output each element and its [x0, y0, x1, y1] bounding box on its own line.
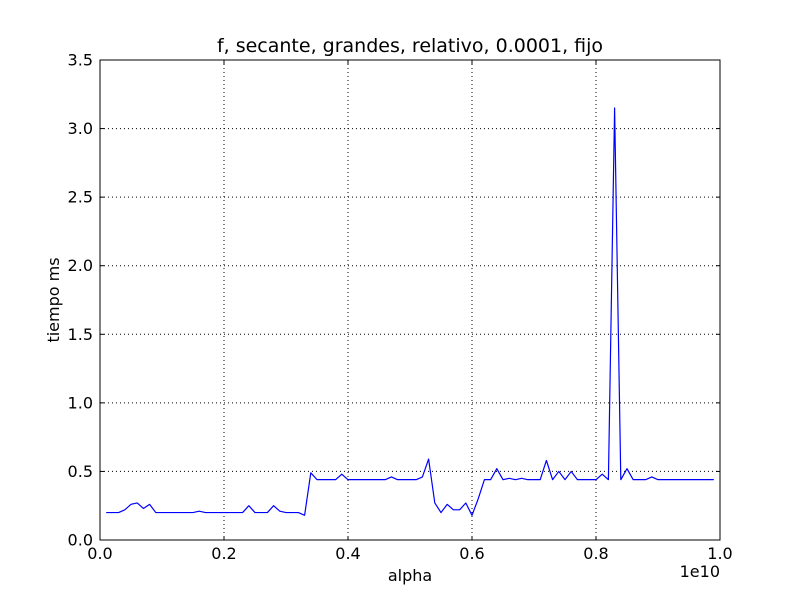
- y-tick-label: 3.5: [68, 51, 93, 70]
- axis-ticks: [99, 59, 721, 541]
- y-tick-label: 2.0: [68, 256, 93, 275]
- x-tick-label: 0.2: [211, 544, 236, 563]
- plot-frame: [99, 59, 721, 541]
- x-tick-label: 0.0: [87, 544, 112, 563]
- chart-title: f, secante, grandes, relativo, 0.0001, f…: [217, 35, 603, 57]
- y-tick-labels: 0.0 0.5 1.0 1.5 2.0 2.5 3.0 3.5: [68, 51, 93, 550]
- x-tick-label: 1.0: [707, 544, 732, 563]
- series-line: [106, 107, 714, 516]
- x-axis-offset-label: 1e10: [680, 562, 720, 581]
- x-tick-label: 0.6: [459, 544, 484, 563]
- y-tick-label: 0.0: [68, 531, 93, 550]
- x-axis-label: alpha: [388, 566, 432, 585]
- y-axis-label: tiempo ms: [44, 257, 63, 342]
- y-tick-label: 2.5: [68, 188, 93, 207]
- y-tick-label: 3.0: [68, 119, 93, 138]
- x-tick-label: 0.4: [335, 544, 360, 563]
- x-tick-labels: 0.0 0.2 0.4 0.6 0.8 1.0: [87, 544, 732, 563]
- y-tick-label: 0.5: [68, 462, 93, 481]
- grid-lines: [100, 60, 720, 540]
- y-tick-label: 1.0: [68, 393, 93, 412]
- y-tick-label: 1.5: [68, 325, 93, 344]
- series-group: [106, 107, 714, 516]
- x-tick-label: 0.8: [583, 544, 608, 563]
